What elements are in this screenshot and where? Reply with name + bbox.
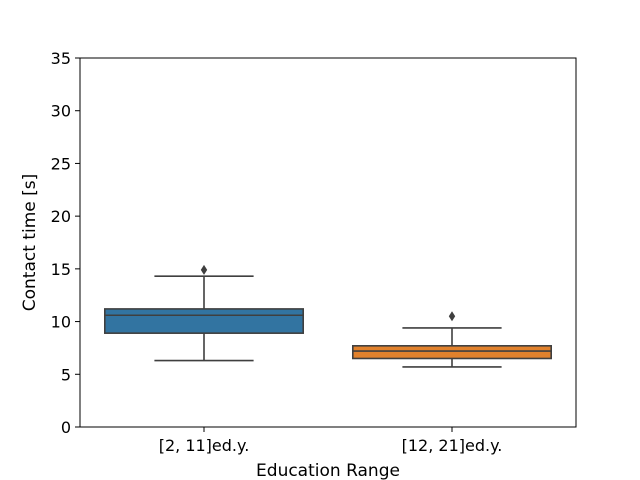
x-tick-label: [12, 21]ed.y.	[402, 436, 503, 455]
y-tick-label: 10	[51, 313, 71, 332]
x-axis: [2, 11]ed.y. [12, 21]ed.y.	[159, 427, 503, 455]
y-tick-label: 30	[51, 102, 71, 121]
outlier-point	[448, 311, 456, 322]
x-axis-label: Education Range	[256, 461, 400, 480]
y-tick-label: 35	[51, 49, 71, 68]
plot-area-frame	[79, 57, 577, 428]
y-tick-label: 15	[51, 260, 71, 279]
iqr-box	[351, 345, 552, 360]
outlier-point	[200, 264, 208, 275]
y-tick-label: 25	[51, 154, 71, 173]
y-axis: 0 5 10 15 20 25 30 35	[51, 49, 80, 437]
y-axis-label: Contact time [s]	[20, 174, 40, 311]
box-group	[351, 311, 552, 368]
y-tick-label: 0	[61, 418, 71, 437]
iqr-box	[104, 308, 304, 334]
y-tick-label: 20	[51, 207, 71, 226]
box-group	[104, 264, 304, 362]
x-tick-label: [2, 11]ed.y.	[159, 436, 250, 455]
plot-marks	[104, 264, 552, 368]
y-tick-label: 5	[61, 365, 71, 384]
